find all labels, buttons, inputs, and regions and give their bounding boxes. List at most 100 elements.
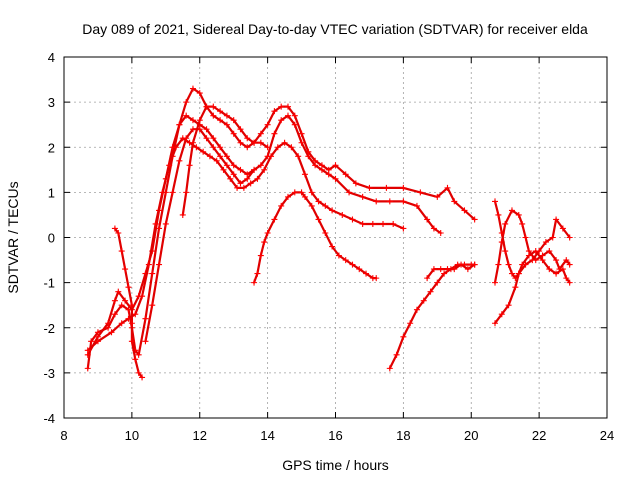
data-point [451, 198, 458, 205]
data-point [332, 162, 339, 169]
data-point [189, 117, 196, 124]
series-track-2 [84, 112, 444, 358]
data-point [196, 90, 203, 97]
data-point [529, 257, 536, 264]
data-point [332, 175, 339, 182]
data-point [519, 220, 526, 227]
data-point [223, 112, 230, 119]
data-point [329, 207, 336, 214]
data-point [230, 117, 237, 124]
data-point [206, 153, 213, 160]
data-point [149, 302, 156, 309]
data-point [413, 202, 420, 209]
data-point [563, 275, 570, 282]
data-point [210, 112, 217, 119]
series-track-3 [84, 135, 407, 354]
data-point [251, 279, 258, 286]
data-point [108, 329, 115, 336]
data-point [217, 117, 224, 124]
data-point [251, 166, 258, 173]
data-point [393, 351, 400, 358]
data-point [200, 148, 207, 155]
data-point [413, 306, 420, 313]
y-tick-label: -3 [43, 366, 55, 381]
data-point [189, 126, 196, 133]
data-point [176, 157, 183, 164]
data-point [308, 202, 315, 209]
data-point [559, 266, 566, 273]
data-point [264, 229, 271, 236]
x-tick-label: 12 [193, 428, 207, 443]
data-point [261, 166, 268, 173]
data-point [553, 270, 560, 277]
data-point [149, 270, 156, 277]
series-trace [493, 249, 571, 325]
x-tick-label: 10 [125, 428, 139, 443]
data-point [301, 171, 308, 178]
data-point [400, 198, 407, 205]
data-point [495, 261, 502, 268]
data-point [122, 297, 129, 304]
data-point [145, 261, 152, 268]
data-point [339, 211, 346, 218]
data-point [230, 130, 237, 137]
data-point [128, 338, 135, 345]
series-track-11 [492, 248, 573, 327]
series-track-12 [492, 198, 573, 282]
data-point [186, 162, 193, 169]
data-point [237, 126, 244, 133]
data-point [159, 189, 166, 196]
data-point [227, 175, 234, 182]
data-point [542, 239, 549, 246]
data-point [281, 139, 288, 146]
series-track-1 [84, 85, 478, 372]
data-point [122, 266, 129, 273]
data-point [135, 351, 142, 358]
data-point [525, 252, 532, 259]
data-point [203, 135, 210, 142]
data-point [380, 220, 387, 227]
data-point [315, 198, 322, 205]
series-trace [144, 128, 256, 343]
data-point [298, 189, 305, 196]
data-point [118, 248, 125, 255]
data-point [237, 139, 244, 146]
x-tick-label: 18 [396, 428, 410, 443]
data-point [291, 112, 298, 119]
data-point [386, 365, 393, 372]
data-point [264, 121, 271, 128]
series-track-9 [424, 261, 478, 282]
data-point [220, 166, 227, 173]
data-point [400, 333, 407, 340]
data-point [94, 338, 101, 345]
data-point [240, 184, 247, 191]
data-point [278, 117, 285, 124]
data-point [125, 315, 132, 322]
series-trace [86, 87, 476, 370]
data-point [271, 130, 278, 137]
data-point [515, 270, 522, 277]
data-point [461, 207, 468, 214]
series-trace [86, 137, 405, 352]
data-point [471, 261, 478, 268]
data-point [237, 166, 244, 173]
series-trace [388, 263, 476, 370]
data-point [346, 189, 353, 196]
data-point [400, 225, 407, 232]
data-point [115, 229, 122, 236]
data-point [244, 135, 251, 142]
data-point [424, 275, 431, 282]
data-point [278, 202, 285, 209]
data-point [522, 234, 529, 241]
data-point [451, 266, 458, 273]
data-point [430, 225, 437, 232]
data-point [210, 103, 217, 110]
data-point [400, 184, 407, 191]
data-point [166, 162, 173, 169]
data-point [508, 270, 515, 277]
x-tick-label: 14 [260, 428, 274, 443]
data-point [142, 315, 149, 322]
data-point [427, 288, 434, 295]
data-point [213, 157, 220, 164]
